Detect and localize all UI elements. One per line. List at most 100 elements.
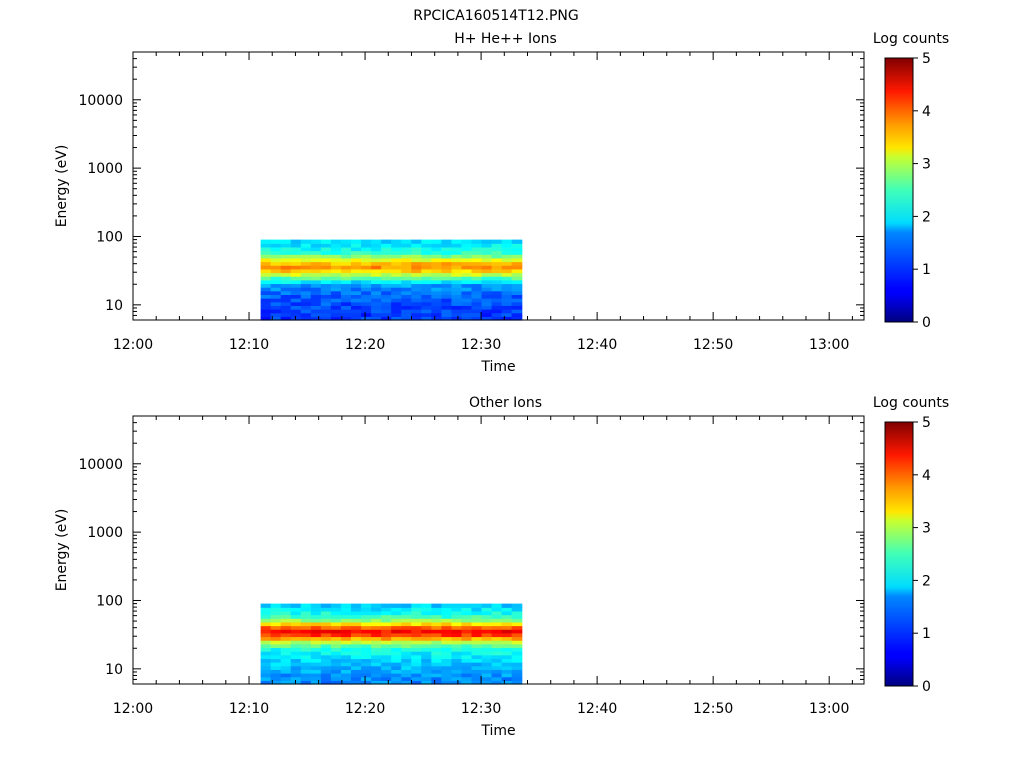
spectrogram-cell	[351, 662, 362, 667]
spectrogram-cell	[431, 654, 442, 660]
spectrogram-cell	[411, 632, 422, 638]
spectrogram-cell	[270, 312, 282, 317]
spectrogram-cell	[501, 610, 513, 616]
spectrogram-cell	[371, 312, 382, 317]
spectrogram-cell	[300, 665, 312, 670]
spectrogram-cell	[461, 654, 473, 660]
colorbar-scale	[884, 421, 914, 687]
spectrogram-cell	[310, 265, 322, 270]
spectrogram	[260, 603, 523, 685]
spectrogram-cell	[491, 305, 503, 310]
spectrogram-cell	[260, 651, 272, 656]
plot-frame	[132, 415, 865, 685]
spectrogram-cell	[280, 298, 292, 303]
spectrogram-cell	[421, 647, 432, 652]
spectrogram-cell	[481, 607, 493, 612]
spectrogram-cell	[511, 309, 523, 314]
spectrogram-cell	[431, 298, 442, 303]
spectrogram-cell	[421, 636, 432, 641]
spectrogram-cell	[451, 316, 463, 321]
spectrogram-cell	[411, 312, 422, 317]
spectrogram-cell	[351, 618, 362, 623]
spectrogram-cell	[320, 254, 332, 259]
spectrogram-cell	[351, 654, 362, 660]
spectrogram-cell	[351, 621, 362, 627]
spectrogram-cell	[481, 665, 493, 670]
spectrogram-cell	[351, 651, 362, 656]
spectrogram-cell	[361, 629, 372, 634]
colorbar-tick-label: 1	[922, 626, 931, 642]
x-tick-label: 13:00	[809, 701, 849, 717]
spectrogram-cell	[310, 647, 322, 652]
spectrogram-cell	[511, 276, 523, 281]
spectrogram-cell	[340, 287, 352, 292]
spectrogram-cell	[300, 309, 312, 314]
spectrogram-cell	[290, 640, 302, 645]
spectrogram-cell	[501, 662, 513, 667]
spectrogram-cell	[330, 610, 342, 616]
spectrogram-cell	[270, 643, 282, 649]
spectrogram-cell	[461, 673, 473, 678]
spectrogram-cell	[471, 290, 483, 296]
spectrogram-cell	[411, 268, 422, 274]
spectrogram-cell	[391, 287, 402, 292]
spectrogram-cell	[461, 301, 473, 306]
spectrogram-cell	[320, 629, 332, 634]
spectrogram-cell	[260, 301, 272, 306]
colorbar-scale	[884, 57, 914, 323]
spectrogram-cell	[461, 603, 473, 608]
spectrogram-cell	[441, 669, 453, 674]
spectrogram-cell	[340, 665, 352, 670]
spectrogram-cell	[361, 290, 372, 296]
spectrogram-cell	[431, 239, 442, 244]
spectrogram-cell	[361, 643, 372, 649]
spectrogram-cell	[441, 250, 453, 255]
spectrogram-cell	[340, 673, 352, 678]
spectrogram-cell	[320, 636, 332, 641]
spectrogram-cell	[330, 254, 342, 259]
spectrogram-cell	[310, 301, 322, 306]
spectrogram-cell	[381, 309, 392, 314]
spectrogram-cell	[461, 669, 473, 674]
spectrogram-cell	[320, 272, 332, 277]
spectrogram-cell	[441, 287, 453, 292]
spectrogram-cell	[330, 647, 342, 652]
spectrogram-cell	[280, 665, 292, 670]
spectrogram-cell	[471, 621, 483, 627]
spectrogram-cell	[501, 301, 513, 306]
spectrogram-cell	[290, 312, 302, 317]
spectrogram-cell	[260, 254, 272, 259]
spectrogram-cell	[491, 290, 503, 296]
spectrogram-cell	[391, 283, 402, 288]
x-tick-label: 12:10	[229, 701, 269, 717]
spectrogram-cell	[270, 614, 282, 619]
spectrogram-cell	[260, 290, 272, 296]
spectrogram-cell	[310, 309, 322, 314]
spectrogram-cell	[471, 305, 483, 310]
spectrogram-cell	[340, 662, 352, 667]
spectrogram-cell	[361, 607, 372, 612]
spectrogram-cell	[300, 261, 312, 266]
spectrogram-cell	[391, 603, 402, 608]
panel-1: 12:00 12:10 12:20 12:30 12:40 12:50 13:00 Time 1…	[54, 31, 949, 375]
spectrogram-cell	[431, 680, 442, 685]
spectrogram-cell	[391, 301, 402, 306]
spectrogram-cell	[491, 246, 503, 252]
spectrogram-cell	[461, 250, 473, 255]
spectrogram-cell	[330, 680, 342, 685]
spectrogram-cell	[461, 614, 473, 619]
spectrogram-cell	[361, 651, 372, 656]
spectrogram-cell	[431, 243, 442, 248]
spectrogram-cell	[310, 607, 322, 612]
spectrogram-cell	[270, 272, 282, 277]
spectrogram-cell	[351, 643, 362, 649]
spectrogram-cell	[320, 290, 332, 296]
spectrogram-cell	[441, 610, 453, 616]
spectrogram-cell	[290, 614, 302, 619]
spectrogram-cell	[351, 250, 362, 255]
spectrogram-cell	[330, 632, 342, 638]
spectrogram-cell	[371, 283, 382, 288]
x-tick-label: 12:20	[345, 701, 385, 717]
spectrogram-cell	[461, 651, 473, 656]
y-tick-label: 100	[96, 593, 123, 609]
